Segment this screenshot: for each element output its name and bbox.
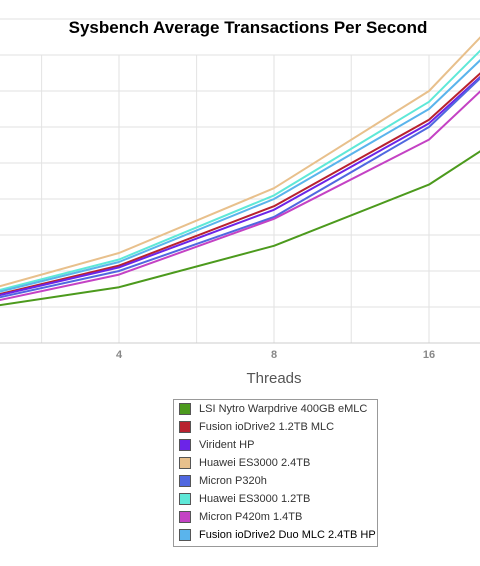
legend-item[interactable]: LSI Nytro Warpdrive 400GB eMLC [174,400,377,418]
legend-swatch [179,493,191,505]
series-lines [0,36,480,307]
legend-label: Micron P320h [199,475,267,487]
legend-swatch [179,439,191,451]
legend-item[interactable]: Fusion ioDrive2 Duo MLC 2.4TB HP [174,526,377,544]
gridlines [0,18,480,343]
legend-item[interactable]: Fusion ioDrive2 1.2TB MLC [174,418,377,436]
series-line-4 [0,36,480,288]
legend-label: Micron P420m 1.4TB [199,511,303,523]
legend-item[interactable]: Virident HP [174,436,377,454]
legend-swatch [179,457,191,469]
legend-label: Fusion ioDrive2 1.2TB MLC [199,421,335,433]
legend-swatch [179,421,191,433]
legend-label: LSI Nytro Warpdrive 400GB eMLC [199,403,368,415]
legend-swatch [179,403,191,415]
series-line-8 [0,59,480,293]
series-line-3 [0,75,480,297]
chart-title: Sysbench Average Transactions Per Second [68,18,428,37]
legend-item[interactable]: Huawei ES3000 2.4TB [174,454,377,472]
legend-label: Huawei ES3000 2.4TB [199,457,311,469]
series-line-2 [0,72,480,296]
series-line-6 [0,49,480,291]
legend-swatch [179,511,191,523]
x-axis-title: Threads [246,370,301,387]
series-line-1 [0,150,480,307]
legend-item[interactable]: Micron P320h [174,472,377,490]
legend-swatch [179,475,191,487]
chart-legend[interactable]: LSI Nytro Warpdrive 400GB eMLC Fusion ioD… [173,399,378,547]
legend-swatch [179,529,191,541]
legend-label: Virident HP [199,439,255,451]
series-line-7 [0,90,480,302]
x-tick-label: 4 [116,349,123,361]
series-line-5 [0,77,480,299]
legend-label: Fusion ioDrive2 Duo MLC 2.4TB HP [199,529,376,541]
legend-item[interactable]: Huawei ES3000 1.2TB [174,490,377,508]
x-tick-label: 8 [271,349,277,361]
x-tick-label: 16 [423,349,435,361]
legend-item[interactable]: Micron P420m 1.4TB [174,508,377,526]
legend-label: Huawei ES3000 1.2TB [199,493,311,505]
